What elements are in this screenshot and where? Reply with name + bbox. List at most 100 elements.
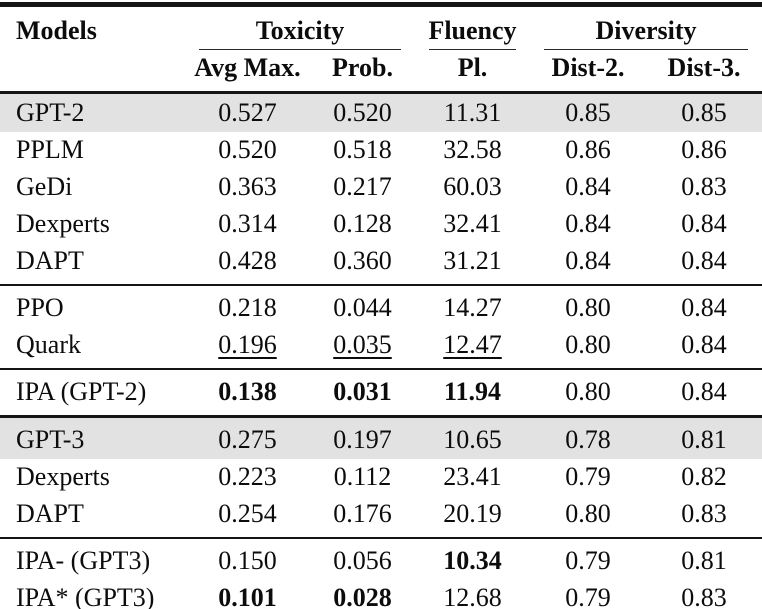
table-section: IPA (GPT-2) 0.138 0.031 11.94 0.80 0.84 [0, 369, 762, 417]
metric-value-text: 0.176 [333, 499, 392, 528]
metric-value-text: 0.84 [681, 293, 727, 322]
metric-value: 0.85 [530, 93, 646, 132]
metric-value-text: 0.254 [218, 499, 277, 528]
column-header-dist2: Dist-2. [551, 53, 625, 83]
metric-value-text: 0.138 [218, 377, 277, 406]
metric-value: 10.34 [415, 538, 530, 580]
metric-value-text: 0.223 [218, 462, 277, 491]
metric-value: 0.101 [185, 580, 310, 609]
header-sub-row: Avg Max. Prob. Pl. Dist-2. Dist-3. [0, 52, 762, 93]
table-row: GPT-3 0.275 0.197 10.65 0.78 0.81 [0, 416, 762, 459]
table-section: GPT-2 0.527 0.520 11.31 0.85 0.85 PPLM 0.520 0.5… [0, 92, 762, 286]
metric-value: 0.520 [185, 132, 310, 169]
model-name: PPLM [16, 135, 84, 164]
metric-value: 0.223 [185, 459, 310, 496]
column-group-fluency: Fluency [415, 5, 530, 52]
metric-value-text: 0.83 [681, 172, 727, 201]
metric-value-text: 10.34 [443, 546, 502, 575]
metric-value-text: 0.84 [681, 246, 727, 275]
metric-value-text: 0.197 [333, 425, 392, 454]
metric-value-text: 0.83 [681, 499, 727, 528]
metric-value: 0.196 [185, 327, 310, 370]
table-section: IPA- (GPT3) 0.150 0.056 10.34 0.79 0.81 IPA* (… [0, 538, 762, 609]
metric-value-text: 0.84 [681, 377, 727, 406]
model-name: IPA- (GPT3) [16, 546, 151, 575]
metric-value-text: 11.31 [443, 98, 502, 127]
metric-value: 0.128 [310, 206, 415, 243]
model-name: Dexperts [16, 209, 110, 238]
metric-value: 0.218 [185, 285, 310, 327]
metric-value-text: 0.044 [333, 293, 392, 322]
table-row: GPT-2 0.527 0.520 11.31 0.85 0.85 [0, 92, 762, 132]
metric-value-text: 0.150 [218, 546, 277, 575]
metric-value-text: 0.79 [565, 546, 611, 575]
metric-value: 0.028 [310, 580, 415, 609]
metric-value: 0.85 [646, 93, 762, 132]
metric-value-text: 0.81 [681, 425, 727, 454]
table-row: GeDi 0.363 0.217 60.03 0.84 0.83 [0, 169, 762, 206]
table-section: PPO 0.218 0.044 14.27 0.80 0.84 Quark 0.196 0.03… [0, 285, 762, 369]
metric-value-text: 31.21 [443, 246, 502, 275]
table-section: GPT-3 0.275 0.197 10.65 0.78 0.81 Dexperts 0.22… [0, 416, 762, 539]
metric-value-text: 23.41 [443, 462, 502, 491]
metric-value-text: 0.86 [565, 135, 611, 164]
metric-value-text: 12.68 [443, 583, 502, 609]
table-row: IPA* (GPT3) 0.101 0.028 12.68 0.79 0.83 [0, 580, 762, 609]
metric-value-text: 0.128 [333, 209, 392, 238]
metric-value-text: 0.520 [333, 98, 392, 127]
metric-value-text: 0.80 [565, 377, 611, 406]
metric-value: 0.217 [310, 169, 415, 206]
metric-value: 0.80 [530, 327, 646, 370]
metric-value: 0.044 [310, 285, 415, 327]
model-name: DAPT [16, 246, 84, 275]
metric-value: 0.428 [185, 243, 310, 286]
metric-value: 0.176 [310, 496, 415, 539]
metric-value-text: 0.84 [681, 330, 727, 359]
metric-value: 11.94 [415, 369, 530, 417]
column-header-dist3: Dist-3. [667, 53, 741, 83]
metric-value-text: 0.028 [333, 583, 392, 609]
metric-value-text: 0.84 [565, 209, 611, 238]
metric-value-text: 0.84 [565, 172, 611, 201]
metric-value-text: 0.81 [681, 546, 727, 575]
metric-value: 0.84 [646, 369, 762, 417]
metric-value-text: 0.518 [333, 135, 392, 164]
metric-value: 0.031 [310, 369, 415, 417]
metric-value-text: 0.112 [333, 462, 392, 491]
metric-value: 0.79 [530, 459, 646, 496]
metric-value: 0.84 [646, 206, 762, 243]
metric-value: 0.84 [646, 243, 762, 286]
metric-value: 0.83 [646, 580, 762, 609]
metric-value: 0.363 [185, 169, 310, 206]
model-name: IPA (GPT-2) [16, 377, 147, 406]
model-name: IPA* (GPT3) [16, 583, 155, 609]
metric-value-text: 0.527 [218, 98, 277, 127]
metric-value: 0.254 [185, 496, 310, 539]
metric-value: 0.81 [646, 417, 762, 459]
metric-value: 0.82 [646, 459, 762, 496]
metric-value: 0.84 [530, 206, 646, 243]
metric-value: 0.80 [530, 369, 646, 417]
metric-value-text: 10.65 [443, 425, 502, 454]
metric-value-text: 20.19 [443, 499, 502, 528]
model-name: DAPT [16, 499, 84, 528]
metric-value-text: 0.217 [333, 172, 392, 201]
metric-value-text: 0.82 [681, 462, 727, 491]
table-row: DAPT 0.428 0.360 31.21 0.84 0.84 [0, 243, 762, 286]
metric-value: 23.41 [415, 459, 530, 496]
column-group-toxicity: Toxicity [185, 5, 415, 52]
metric-value: 0.112 [310, 459, 415, 496]
column-header-models: Models [16, 16, 97, 45]
table-row: DAPT 0.254 0.176 20.19 0.80 0.83 [0, 496, 762, 539]
metric-value-text: 0.428 [218, 246, 277, 275]
metric-value: 0.83 [646, 169, 762, 206]
metric-value: 0.83 [646, 496, 762, 539]
table-header: Models Toxicity Fluency Diversity Avg Ma… [0, 5, 762, 93]
metric-value-text: 0.196 [218, 330, 277, 359]
metric-value: 0.84 [530, 243, 646, 286]
metric-value-text: 0.80 [565, 330, 611, 359]
metric-value-text: 0.84 [565, 246, 611, 275]
metric-value: 10.65 [415, 417, 530, 459]
metric-value-text: 60.03 [443, 172, 502, 201]
